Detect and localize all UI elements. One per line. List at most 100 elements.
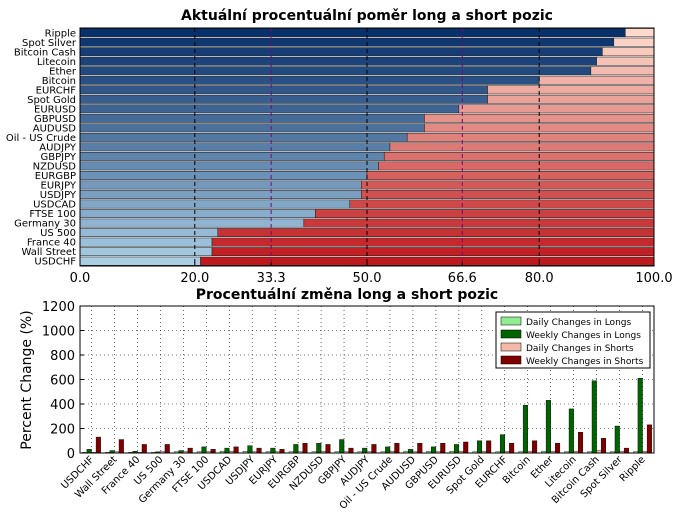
bottom-category-label: Ripple	[618, 454, 648, 484]
bar-weekly-changes-in-longs	[385, 446, 391, 454]
legend-swatch	[500, 316, 522, 326]
long-bar-spot-gold	[79, 94, 488, 104]
bar-weekly-changes-in-longs	[362, 447, 368, 454]
bar-weekly-changes-in-shorts	[210, 449, 216, 454]
bar-weekly-changes-in-longs	[316, 443, 322, 454]
bar-weekly-changes-in-longs	[614, 425, 620, 454]
bar-weekly-changes-in-shorts	[164, 444, 170, 454]
long-bar-ripple	[79, 28, 626, 38]
long-bar-eurgbp	[79, 171, 368, 180]
long-bar-usdcad	[79, 199, 351, 209]
bottom-y-tick-label: 1200	[42, 300, 75, 315]
bar-weekly-changes-in-longs	[201, 446, 207, 454]
bar-weekly-changes-in-longs	[293, 444, 299, 454]
long-bar-wall-street	[79, 247, 213, 257]
short-bar-eurgbp	[366, 171, 655, 180]
top-category-label: FTSE 100	[29, 209, 76, 220]
bar-weekly-changes-in-shorts	[509, 443, 515, 454]
bar-weekly-changes-in-longs	[591, 380, 597, 454]
bar-weekly-changes-in-longs	[454, 444, 460, 454]
top-x-tick-label: 100.0	[635, 271, 672, 286]
top-x-tick-label: 66.6	[448, 271, 477, 286]
bar-weekly-changes-in-shorts	[141, 444, 147, 454]
short-bar-gbpjpy	[383, 152, 655, 161]
bar-weekly-changes-in-shorts	[233, 446, 239, 454]
short-bar-spot-silver	[613, 37, 655, 47]
bar-weekly-changes-in-shorts	[187, 447, 193, 454]
short-bar-bitcoin	[538, 75, 655, 85]
bar-weekly-changes-in-longs	[637, 378, 643, 454]
bar-weekly-changes-in-shorts	[646, 424, 652, 454]
long-bar-bitcoin-cash	[79, 47, 603, 57]
short-bar-usdjpy	[361, 190, 655, 199]
long-bar-nzdusd	[79, 161, 379, 171]
legend-swatch	[500, 342, 522, 352]
bar-weekly-changes-in-longs	[408, 449, 414, 454]
top-category-label: EURUSD	[34, 104, 76, 115]
short-bar-ether	[590, 66, 655, 76]
top-category-label: EURJPY	[41, 181, 77, 192]
long-bar-usdchf	[79, 256, 201, 266]
top-plot-frame	[79, 27, 655, 267]
short-bar-oil-us-crude	[406, 132, 655, 142]
short-bar-ripple	[625, 28, 655, 38]
long-bar-audusd	[79, 123, 425, 133]
top-x-tick-label: 33.3	[257, 271, 286, 286]
top-category-label: Ripple	[45, 28, 76, 39]
bar-weekly-changes-in-shorts	[256, 447, 262, 454]
bar-weekly-changes-in-longs	[477, 440, 483, 454]
bar-weekly-changes-in-longs	[247, 445, 253, 454]
bar-weekly-changes-in-longs	[522, 405, 528, 454]
top-category-label: Ether	[49, 66, 77, 77]
bar-weekly-changes-in-longs	[270, 447, 276, 454]
short-bar-germany-30	[303, 218, 655, 228]
bar-weekly-changes-in-shorts	[463, 441, 469, 454]
bar-weekly-changes-in-shorts	[417, 443, 423, 454]
top-x-tick-label: 80.0	[525, 271, 554, 286]
bar-weekly-changes-in-shorts	[440, 443, 446, 454]
top-category-label: USDJPY	[40, 190, 77, 201]
top-category-label: EURGBP	[35, 171, 76, 182]
top-category-label: USDCAD	[33, 200, 76, 211]
long-bar-eurusd	[79, 104, 460, 114]
long-bar-ftse-100	[79, 209, 316, 218]
short-bar-usdcad	[349, 199, 655, 209]
top-category-label: Spot Gold	[27, 95, 76, 106]
top-category-label: Wall Street	[22, 247, 77, 258]
top-category-label: Spot Silver	[22, 38, 77, 49]
top-x-tick-label: 0.0	[70, 271, 91, 286]
legend-label: Daily Changes in Longs	[526, 318, 631, 328]
bar-weekly-changes-in-shorts	[486, 440, 492, 454]
bar-weekly-changes-in-shorts	[394, 443, 400, 454]
top-category-label: US 500	[40, 228, 76, 239]
bar-weekly-changes-in-longs	[545, 400, 551, 454]
long-bar-spot-silver	[79, 37, 615, 47]
bar-weekly-changes-in-shorts	[623, 447, 629, 454]
bar-weekly-changes-in-longs	[224, 447, 230, 454]
long-bar-us-500	[79, 228, 219, 237]
short-bar-eurjpy	[361, 180, 655, 190]
bottom-y-tick-label: 600	[50, 374, 75, 389]
bottom-plot-frame	[79, 305, 655, 454]
legend-swatch	[500, 329, 522, 339]
bottom-y-tick-label: 200	[50, 423, 75, 438]
top-category-label: GBPJPY	[40, 152, 76, 163]
long-bar-eurjpy	[79, 180, 362, 190]
top-category-label: AUDUSD	[33, 123, 77, 134]
short-bar-bitcoin-cash	[602, 47, 655, 57]
legend-box	[495, 311, 651, 369]
bar-weekly-changes-in-shorts	[302, 443, 308, 454]
bar-weekly-changes-in-longs	[568, 408, 574, 454]
short-bar-spot-gold	[487, 94, 655, 104]
top-category-label: Bitcoin Cash	[14, 47, 76, 58]
top-category-label: Bitcoin	[42, 76, 76, 87]
bar-weekly-changes-in-shorts	[532, 440, 538, 454]
short-bar-ftse-100	[315, 209, 655, 218]
bar-weekly-changes-in-longs	[499, 434, 505, 454]
top-category-label: NZDUSD	[33, 162, 77, 173]
top-category-label: Oil - US Crude	[6, 133, 76, 144]
top-x-tick-label: 50.0	[353, 271, 382, 286]
